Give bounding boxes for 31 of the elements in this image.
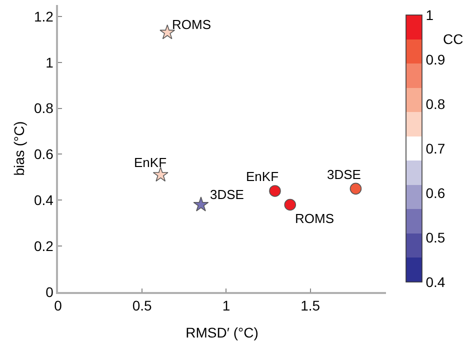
point: [269, 185, 281, 197]
annotation: 3DSE: [210, 187, 244, 202]
color-bar-label: 0.5: [426, 229, 446, 246]
y-tick-label: 0.6: [34, 146, 54, 162]
x-tick-label: 1: [222, 298, 230, 314]
color-bar-label: 0.9: [426, 51, 446, 68]
x-tick-label: 0.5: [132, 298, 152, 314]
point: [193, 196, 209, 212]
color-bar-label: 0.4: [426, 274, 446, 290]
color-bar-label: 0.8: [426, 96, 446, 112]
y-tick-label: 0.2: [34, 238, 54, 254]
y-tick-label: 1: [46, 54, 54, 70]
point: [350, 182, 362, 195]
annotation: EnKF: [134, 155, 167, 170]
y-tick-label: 1.2: [34, 8, 54, 24]
annotation: EnKF: [246, 169, 279, 184]
annotation: 3DSE: [327, 167, 362, 182]
color-bar-label: 0.7: [426, 140, 446, 156]
y-axis-title: bias (°C): [11, 121, 28, 176]
y-tick-label: 0: [46, 284, 54, 300]
y-tick-label: 0.4: [34, 192, 54, 208]
y-tick-label: 0.8: [34, 100, 54, 116]
x-axis-title: RMSD′ (°C): [186, 324, 258, 340]
annotation: ROMS: [295, 211, 334, 226]
point: [152, 166, 168, 182]
color-bar-label: 0.6: [426, 184, 446, 201]
color-bar-title: CC: [443, 31, 464, 47]
x-tick-label: 1.5: [300, 298, 320, 314]
color-bar-label: 1: [426, 6, 434, 23]
annotation: ROMS: [172, 17, 212, 32]
point: [284, 198, 296, 211]
